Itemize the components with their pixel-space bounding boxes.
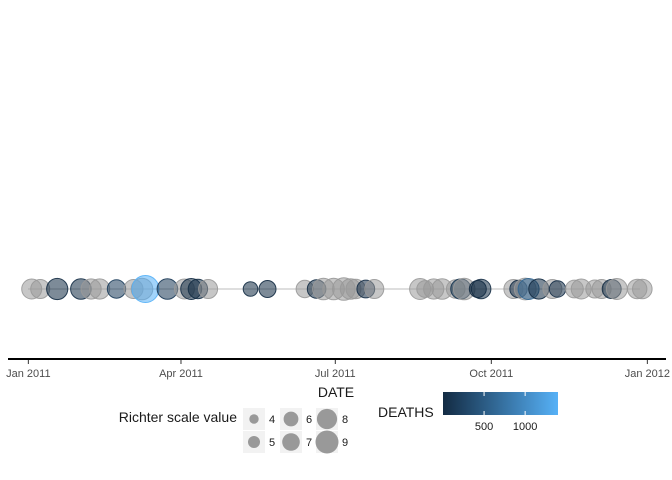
color-legend: DEATHS 500 1000 [378, 392, 558, 433]
size-legend-keys: 4 5 6 7 8 9 [243, 408, 348, 454]
size-legend: Richter scale value 4 5 6 7 8 9 [119, 408, 348, 454]
size-legend-swatch [283, 411, 299, 427]
colorbar-tick-label: 1000 [513, 421, 537, 433]
earthquake-point [470, 278, 492, 300]
x-tick-label: Oct 2011 [469, 368, 513, 380]
size-legend-swatch [282, 433, 300, 451]
size-legend-label: 5 [269, 437, 275, 449]
x-tick-label: Jul 2011 [315, 368, 356, 380]
x-tick-label: Apr 2011 [159, 368, 203, 380]
size-legend-title: Richter scale value [119, 409, 237, 425]
earthquake-point [258, 280, 277, 298]
earthquake-point [198, 279, 219, 299]
earthquake-point [632, 278, 653, 300]
size-legend-label: 9 [342, 437, 348, 449]
color-legend-title: DEATHS [378, 404, 434, 420]
size-legend-swatch [249, 414, 259, 424]
size-legend-swatch [315, 430, 339, 454]
earthquake-point [605, 278, 628, 300]
earthquake-point [548, 280, 567, 298]
x-axis-ticks: Jan 2011 Apr 2011 Jul 2011 Oct 2011 Jan 2012 [6, 360, 670, 380]
earthquake-point [89, 278, 111, 300]
size-legend-swatch [248, 436, 260, 448]
x-tick-label: Jan 2011 [6, 368, 50, 380]
deaths-colorbar [443, 392, 558, 415]
earthquake-point [46, 277, 69, 301]
size-legend-label: 6 [306, 414, 312, 426]
x-axis-title: DATE [318, 384, 354, 400]
colorbar-tick-label: 500 [475, 421, 493, 433]
earthquake-point [242, 281, 259, 297]
size-legend-swatch [316, 408, 338, 430]
points-layer [21, 275, 653, 303]
x-tick-label: Jan 2012 [625, 368, 670, 380]
earthquake-point [106, 279, 127, 299]
size-legend-label: 7 [306, 437, 312, 449]
size-legend-label: 4 [269, 414, 275, 426]
earthquake-point [131, 275, 160, 303]
earthquake-point [364, 279, 385, 299]
size-legend-label: 8 [342, 414, 348, 426]
colorbar-ticks: 500 1000 [475, 392, 537, 433]
